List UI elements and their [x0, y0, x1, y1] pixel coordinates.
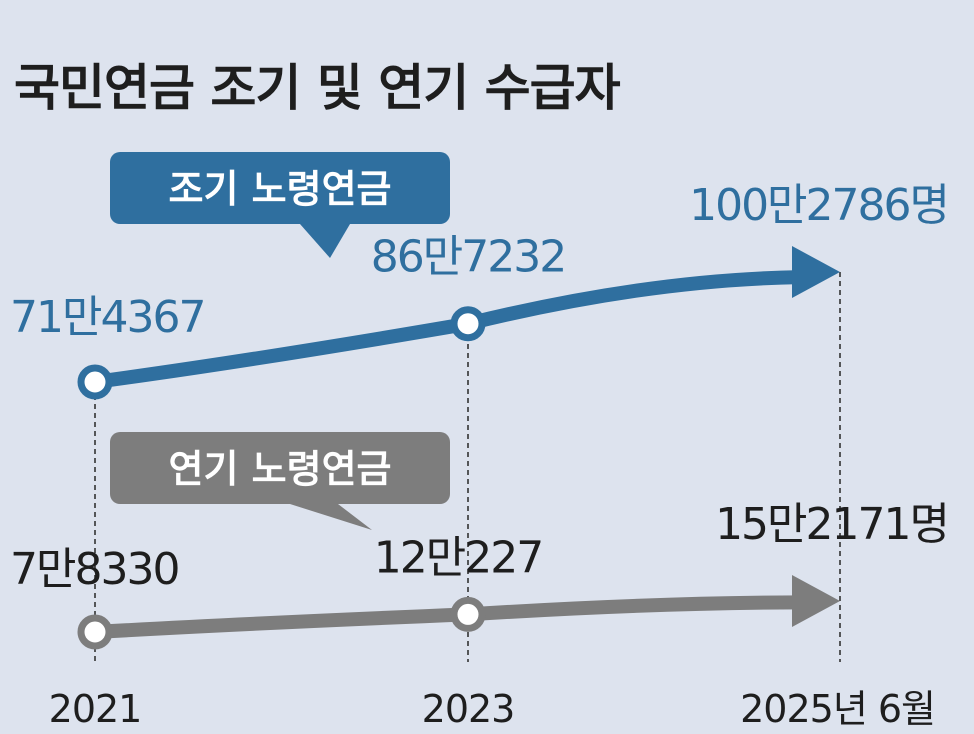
legend-label: 조기 노령연금	[169, 167, 392, 211]
data-label: 86만7232	[371, 232, 565, 283]
legend-tag-tail	[290, 504, 372, 530]
data-label: 7만8330	[10, 544, 178, 595]
data-point	[450, 306, 486, 342]
data-point	[77, 364, 113, 400]
data-label: 12만227	[374, 532, 542, 583]
legend-tag-box	[110, 432, 450, 504]
x-tick-label: 2021	[49, 687, 142, 731]
x-tick-label: 2023	[422, 687, 515, 731]
series-line	[88, 595, 807, 639]
chart-title: 국민연금 조기 및 연기 수급자	[14, 59, 621, 117]
x-tick-label: 2025년 6월	[740, 687, 935, 731]
legend-label: 연기 노령연금	[169, 447, 392, 491]
series-arrow	[792, 246, 840, 298]
series-arrow	[792, 575, 840, 627]
data-label: 100만2786명	[689, 180, 948, 231]
legend-tag-tail	[300, 224, 350, 258]
data-label: 15만2171명	[715, 499, 948, 550]
data-label: 71만4367	[10, 292, 204, 343]
data-point	[77, 614, 113, 650]
legend-tag-box	[110, 152, 450, 224]
data-point	[450, 596, 486, 632]
